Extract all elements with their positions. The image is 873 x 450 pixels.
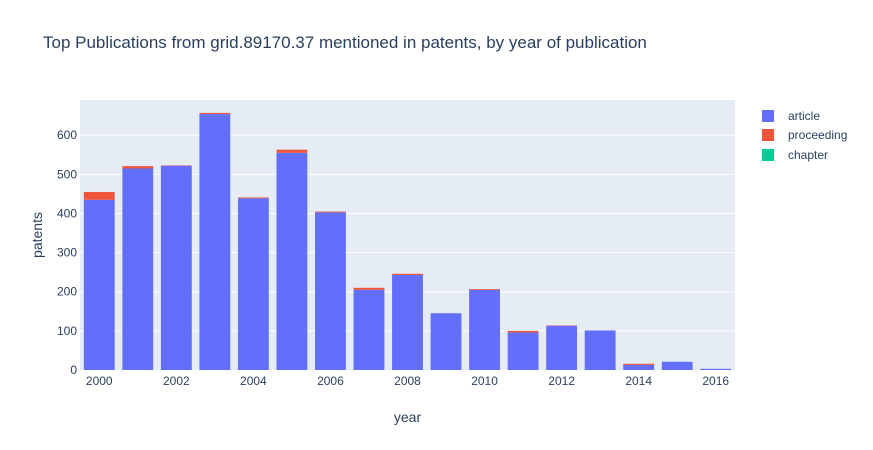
y-tick-label: 200 bbox=[57, 285, 77, 299]
bar-article bbox=[161, 166, 192, 370]
legend-item-chapter[interactable]: chapter bbox=[762, 145, 847, 165]
x-tick-label: 2004 bbox=[240, 374, 267, 388]
y-tick-label: 500 bbox=[57, 167, 77, 181]
chart-title: Top Publications from grid.89170.37 ment… bbox=[43, 33, 647, 53]
bar-article bbox=[700, 369, 731, 370]
bar-article bbox=[623, 365, 654, 370]
legend-swatch-chapter bbox=[762, 149, 774, 161]
x-tick-label: 2016 bbox=[702, 374, 729, 388]
legend-item-proceeding[interactable]: proceeding bbox=[762, 126, 847, 146]
x-tick-label: 2014 bbox=[625, 374, 652, 388]
bar-proceeding bbox=[354, 288, 385, 290]
y-tick-label: 0 bbox=[70, 363, 77, 377]
bar-article bbox=[277, 153, 308, 370]
bar-proceeding bbox=[84, 192, 115, 200]
bar-proceeding bbox=[199, 113, 230, 114]
legend: article proceeding chapter bbox=[762, 106, 847, 165]
bar-article bbox=[508, 332, 539, 370]
legend-label-article: article bbox=[788, 109, 820, 123]
bar-article bbox=[354, 290, 385, 370]
bar-article bbox=[122, 168, 153, 370]
y-tick-label: 600 bbox=[57, 128, 77, 142]
bar-article bbox=[546, 326, 577, 370]
y-tick-label: 400 bbox=[57, 206, 77, 220]
bar-proceeding bbox=[392, 274, 423, 275]
x-tick-label: 2002 bbox=[163, 374, 190, 388]
x-tick-label: 2006 bbox=[317, 374, 344, 388]
x-tick-label: 2008 bbox=[394, 374, 421, 388]
bar-article bbox=[585, 330, 616, 370]
legend-swatch-proceeding bbox=[762, 129, 774, 141]
x-tick-label: 2010 bbox=[471, 374, 498, 388]
bar-article bbox=[662, 362, 693, 370]
bar-proceeding bbox=[508, 331, 539, 333]
y-tick-label: 100 bbox=[57, 324, 77, 338]
legend-label-chapter: chapter bbox=[788, 148, 828, 162]
bar-proceeding bbox=[469, 289, 500, 290]
bar-proceeding bbox=[277, 150, 308, 153]
bar-article bbox=[392, 275, 423, 370]
legend-item-article[interactable]: article bbox=[762, 106, 847, 126]
bar-article bbox=[315, 212, 346, 370]
bar-proceeding bbox=[315, 212, 346, 213]
y-tick-label: 300 bbox=[57, 246, 77, 260]
bar-proceeding bbox=[122, 166, 153, 168]
bar-article bbox=[238, 198, 269, 370]
x-axis-title: year bbox=[394, 409, 422, 425]
bar-article bbox=[84, 200, 115, 370]
bar-proceeding bbox=[623, 364, 654, 365]
legend-swatch-article bbox=[762, 110, 774, 122]
bar-article bbox=[469, 290, 500, 370]
y-axis-title: patents bbox=[29, 212, 45, 258]
legend-label-proceeding: proceeding bbox=[788, 128, 847, 142]
x-tick-label: 2000 bbox=[86, 374, 113, 388]
x-tick-label: 2012 bbox=[548, 374, 575, 388]
bar-article bbox=[431, 313, 462, 370]
bar-article bbox=[199, 114, 230, 370]
bar-proceeding bbox=[238, 197, 269, 198]
